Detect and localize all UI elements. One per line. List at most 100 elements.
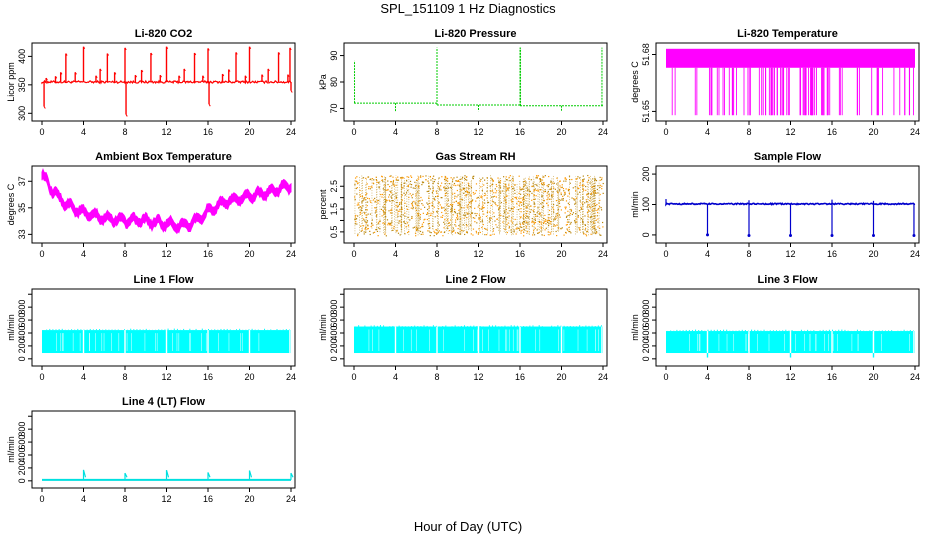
rh-point xyxy=(375,215,377,217)
rh-point xyxy=(461,182,464,184)
rh-point xyxy=(549,217,551,219)
co2-spike-tail xyxy=(124,47,127,51)
rh-point xyxy=(515,197,517,200)
rh-point xyxy=(526,231,529,233)
y-tick-label: 33 xyxy=(17,229,27,239)
rh-point xyxy=(459,178,461,181)
x-tick-label: 16 xyxy=(827,372,837,382)
rh-point xyxy=(466,213,469,215)
rh-point xyxy=(448,229,451,232)
rh-point xyxy=(371,223,373,225)
rh-point xyxy=(524,184,526,186)
series-line2 xyxy=(354,325,603,354)
rh-point xyxy=(389,190,391,192)
rh-point xyxy=(486,229,488,231)
rh-point xyxy=(569,212,572,215)
y-tick-label: 51.65 xyxy=(641,100,651,123)
panel-title: Line 3 Flow xyxy=(758,274,818,286)
co2-spike-tail xyxy=(183,68,186,72)
co2-spike-tail xyxy=(125,114,128,117)
rh-point xyxy=(390,175,392,177)
rh-point xyxy=(495,196,497,198)
rh-point xyxy=(382,222,384,224)
rh-point xyxy=(534,188,536,190)
rh-point xyxy=(359,213,362,215)
rh-point xyxy=(397,179,400,181)
y-axis-label: ml/min xyxy=(630,314,640,341)
rh-point xyxy=(551,196,553,198)
rh-point xyxy=(474,207,476,209)
rh-point xyxy=(471,212,474,214)
rh-point xyxy=(539,188,542,191)
rh-point xyxy=(368,188,370,190)
rh-point xyxy=(555,213,557,215)
rh-point xyxy=(392,193,394,196)
rh-point xyxy=(375,176,377,178)
x-tick-label: 4 xyxy=(393,372,398,382)
y-tick-label: 400 xyxy=(641,325,651,340)
rh-point xyxy=(578,187,580,189)
rh-point xyxy=(539,213,541,215)
rh-point xyxy=(537,232,539,234)
rh-point xyxy=(389,185,391,188)
series-licor_temp xyxy=(666,48,915,116)
rh-point xyxy=(564,193,566,195)
rh-point xyxy=(411,201,414,203)
rh-point xyxy=(510,231,512,233)
rh-point xyxy=(457,228,459,230)
rh-point xyxy=(516,227,518,229)
rh-point xyxy=(550,194,553,197)
rh-point xyxy=(531,192,533,194)
rh-point xyxy=(588,177,590,179)
rh-point xyxy=(585,189,587,191)
rh-point xyxy=(404,212,406,214)
rh-point xyxy=(418,178,420,180)
rh-point xyxy=(457,218,459,221)
rh-point xyxy=(365,226,367,228)
panel-frame xyxy=(655,42,920,122)
rh-point xyxy=(441,207,443,209)
rh-point xyxy=(436,229,438,231)
rh-point xyxy=(527,189,529,191)
rh-point xyxy=(441,176,443,178)
rh-point xyxy=(568,230,570,233)
rh-point xyxy=(514,189,516,191)
rh-point xyxy=(417,204,419,206)
rh-point xyxy=(435,229,437,231)
rh-point xyxy=(437,182,439,184)
rh-point xyxy=(432,187,434,189)
rh-point xyxy=(482,210,484,212)
rh-point xyxy=(462,176,464,178)
rh-point xyxy=(409,183,411,185)
x-tick-label: 0 xyxy=(351,127,356,137)
rh-point xyxy=(429,176,431,178)
panel-title: Li-820 Temperature xyxy=(737,28,838,40)
x-tick-label: 0 xyxy=(39,372,44,382)
rh-point xyxy=(545,220,547,222)
rh-point xyxy=(509,179,511,182)
rh-point xyxy=(404,194,407,196)
co2-spike-tail xyxy=(114,72,117,75)
rh-point xyxy=(445,187,447,190)
rh-point xyxy=(514,224,516,226)
rh-point xyxy=(492,201,495,203)
rh-point xyxy=(457,217,459,219)
rh-point xyxy=(442,214,444,217)
rh-point xyxy=(355,214,357,217)
y-tick-label: 80 xyxy=(329,77,339,87)
co2-spike-tail xyxy=(43,106,46,109)
rh-point xyxy=(544,229,546,231)
rh-point xyxy=(523,185,525,187)
rh-point xyxy=(543,234,545,237)
rh-point xyxy=(586,181,588,183)
rh-point xyxy=(489,234,491,236)
rh-point xyxy=(584,215,586,217)
co2-spike-tail xyxy=(74,72,77,75)
rh-point xyxy=(476,197,478,199)
co2-spike-tail xyxy=(208,103,211,107)
rh-point xyxy=(548,195,551,197)
x-tick-label: 20 xyxy=(868,249,878,259)
rh-point xyxy=(363,219,365,221)
co2-spike-tail xyxy=(207,48,210,51)
